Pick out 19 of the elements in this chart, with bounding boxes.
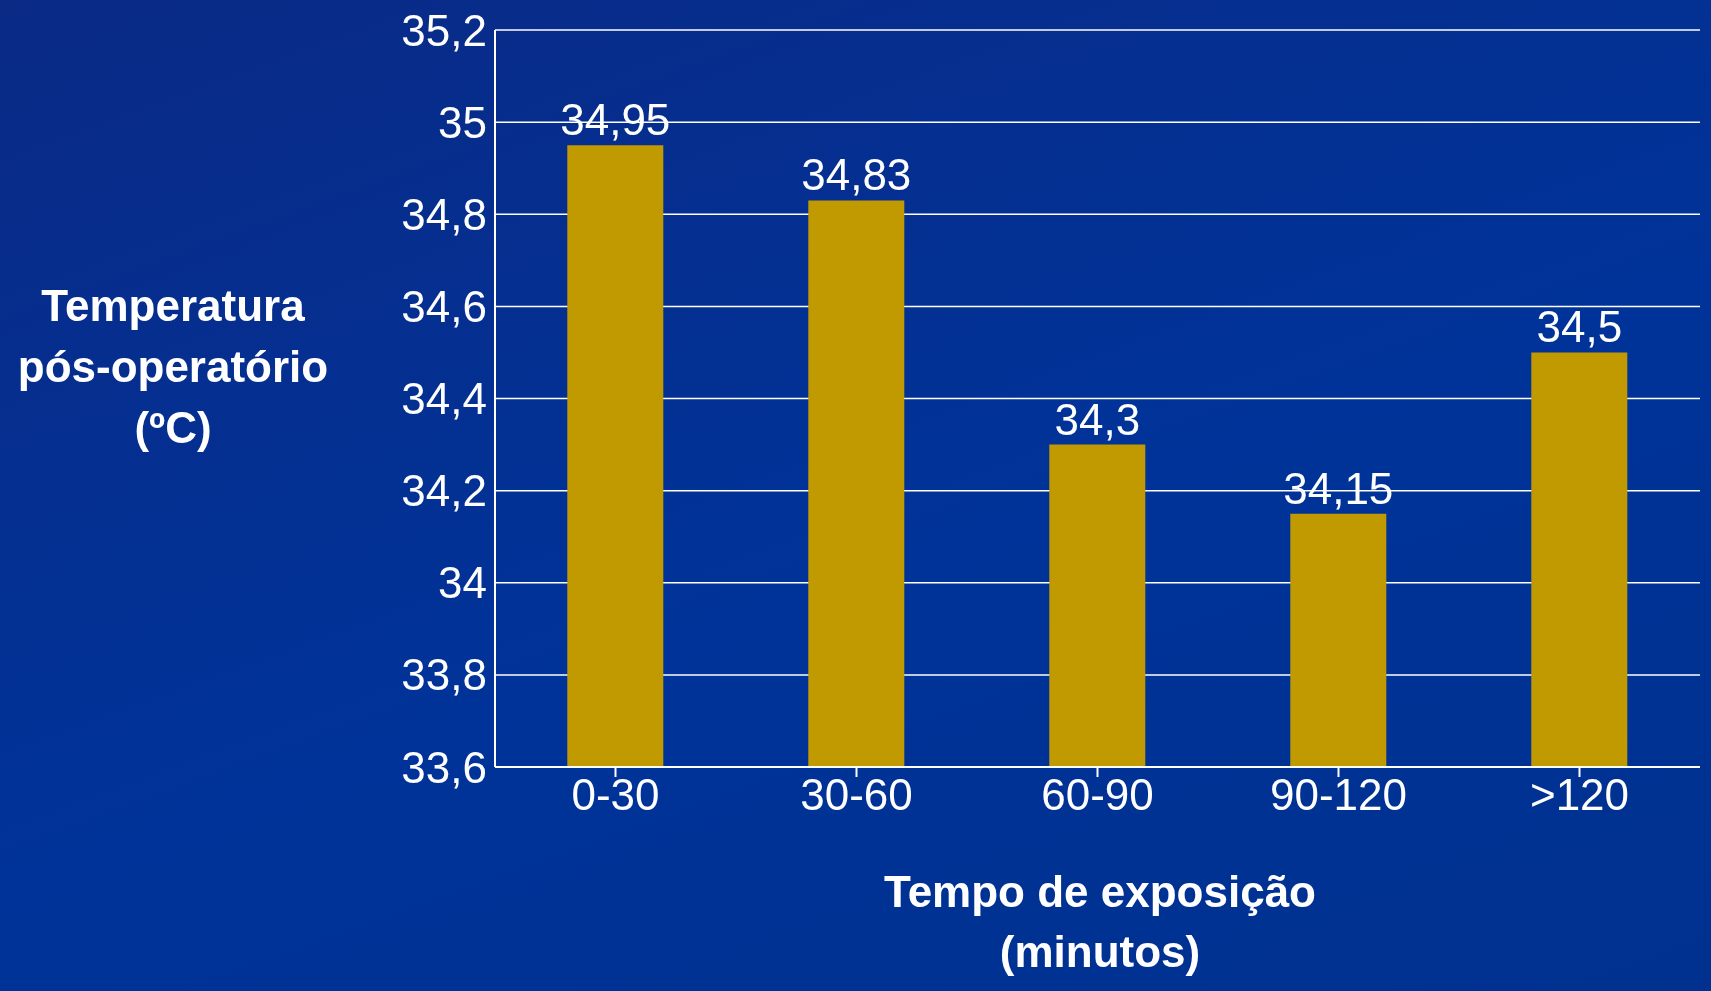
- x-tick-label: 60-90: [1041, 770, 1154, 820]
- y-axis-title: Temperatura pós-operatório (ºC): [16, 280, 330, 454]
- data-label: 34,83: [801, 150, 912, 200]
- x-axis-title: Tempo de exposição (minutos): [883, 866, 1317, 978]
- x-tick-label: 0-30: [571, 770, 660, 820]
- y-tick-label: 35: [438, 97, 487, 147]
- y-tick-label: 34: [438, 558, 487, 608]
- x-tick-label: 90-120: [1269, 770, 1408, 820]
- y-tick-label: 34,8: [401, 189, 487, 239]
- y-tick-label: 35,2: [401, 5, 487, 55]
- x-tick-label: >120: [1529, 770, 1630, 820]
- data-label: 34,5: [1536, 302, 1623, 352]
- y-tick-label: 33,8: [401, 650, 487, 700]
- y-tick-label: 34,6: [401, 281, 487, 331]
- y-tick-label: 33,6: [401, 742, 487, 792]
- x-tick-label: 30-60: [800, 770, 913, 820]
- data-label: 34,3: [1054, 394, 1141, 444]
- y-tick-label: 34,2: [401, 466, 487, 516]
- y-tick-label: 34,4: [401, 374, 487, 424]
